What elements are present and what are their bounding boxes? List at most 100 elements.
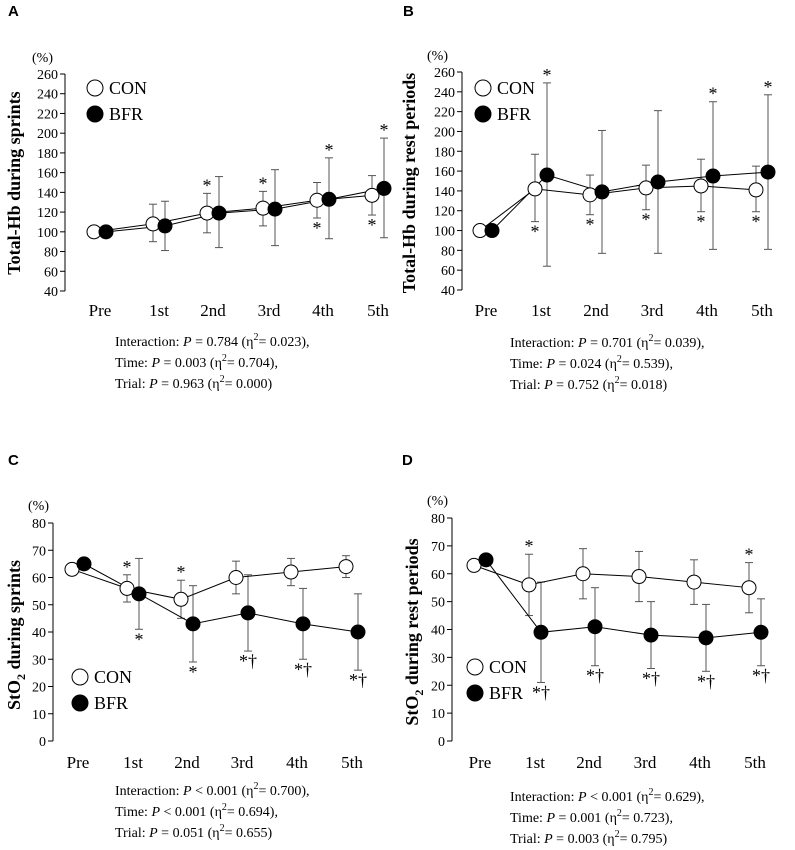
data-point-con <box>693 178 709 194</box>
x-tick-label-3rd: 3rd <box>258 301 281 320</box>
stats-superscript: 2 <box>220 374 225 385</box>
series-line-con <box>473 564 750 589</box>
data-point-con <box>748 182 764 198</box>
legend-label-con: CON <box>489 657 527 677</box>
y-tick-label: 140 <box>434 185 455 200</box>
stats-value: = 0.023), <box>258 335 309 350</box>
legend-label-bfr: BFR <box>497 104 531 124</box>
x-tick-label-5th: 5th <box>744 753 766 772</box>
y-tick-label: 70 <box>431 540 445 555</box>
legend-label-bfr: BFR <box>94 693 128 713</box>
stats-value: = 0.655) <box>225 826 273 841</box>
stats-line: Time: P < 0.001 (η2= 0.694), <box>115 802 278 820</box>
x-tick-label-pre: Pre <box>89 301 112 320</box>
data-point-bfr <box>478 552 494 568</box>
y-tick-label: 240 <box>434 86 455 101</box>
y-tick-label: 60 <box>44 265 58 280</box>
stats-superscript: 2 <box>253 781 258 792</box>
data-point-bfr <box>240 605 256 621</box>
stats-label: Trial: <box>510 378 544 393</box>
y-tick-label: 220 <box>434 106 455 121</box>
y-unit-label: (%) <box>28 499 49 514</box>
y-tick-label: 40 <box>441 284 455 299</box>
stats-label: Time: <box>510 357 546 372</box>
y-tick-label: 50 <box>431 596 445 611</box>
legend-marker-bfr <box>86 105 104 123</box>
y-unit-label: (%) <box>427 49 448 64</box>
stats-value: < 0.001 (η <box>160 805 222 820</box>
x-tick-label-4th: 4th <box>696 301 718 320</box>
x-tick-label-2nd: 2nd <box>200 301 226 320</box>
y-tick-label: 200 <box>434 125 455 140</box>
y-tick-label: 40 <box>32 626 46 641</box>
y-axis-title: StO2 during rest periods <box>402 538 426 725</box>
stats-label: Time: <box>510 811 546 826</box>
stats-p: P <box>182 784 192 799</box>
stats-value: = 0.039), <box>653 336 704 351</box>
stats-value: = 0.629), <box>653 790 704 805</box>
stats-p: P <box>543 378 553 393</box>
data-point-bfr <box>295 616 311 632</box>
significance-marker: *† <box>752 666 770 686</box>
significance-marker: * <box>203 175 212 195</box>
data-point-bfr <box>539 167 555 183</box>
stats-label: Trial: <box>510 832 544 847</box>
stats-label: Interaction: <box>115 784 183 799</box>
y-tick-label: 0 <box>438 735 445 750</box>
stats-label: Trial: <box>115 377 149 392</box>
x-tick-label-5th: 5th <box>367 301 389 320</box>
stats-superscript: 2 <box>617 354 622 365</box>
y-tick-label: 0 <box>39 735 46 750</box>
data-point-bfr <box>587 619 603 635</box>
significance-marker: * <box>325 140 334 160</box>
stats-value: = 0.018) <box>620 378 668 393</box>
stats-value: = 0.795) <box>620 832 668 847</box>
significance-marker: * <box>368 215 377 235</box>
stats-p: P <box>577 790 587 805</box>
significance-marker: * <box>313 218 322 238</box>
stats-superscript: 2 <box>222 353 227 364</box>
stats-value: < 0.001 (η <box>587 790 649 805</box>
stats-value: = 0.694), <box>227 805 278 820</box>
y-tick-label: 70 <box>32 544 46 559</box>
stats-value: = 0.024 (η <box>555 357 617 372</box>
data-point-bfr <box>350 624 366 640</box>
stats-label: Interaction: <box>510 336 578 351</box>
y-tick-label: 200 <box>37 127 58 142</box>
y-tick-label: 80 <box>44 246 58 261</box>
stats-value: < 0.001 (η <box>192 784 254 799</box>
legend-marker-bfr <box>474 105 492 123</box>
legend-marker-con <box>86 79 104 97</box>
stats-label: Interaction: <box>115 335 183 350</box>
y-tick-label: 10 <box>32 708 46 723</box>
x-tick-label-1st: 1st <box>531 301 551 320</box>
stats-line: Interaction: P = 0.784 (η2= 0.023), <box>115 332 310 350</box>
y-tick-label: 120 <box>37 206 58 221</box>
significance-marker: * <box>525 536 534 556</box>
y-tick-label: 260 <box>434 66 455 81</box>
significance-marker: *† <box>697 671 715 691</box>
x-tick-label-pre: Pre <box>475 301 498 320</box>
x-tick-label-4th: 4th <box>286 753 308 772</box>
data-point-bfr <box>157 218 173 234</box>
data-point-bfr <box>211 205 227 221</box>
y-axis-title-text: StO <box>4 680 24 710</box>
stats-p: P <box>150 805 160 820</box>
stats-superscript: 2 <box>648 787 653 798</box>
y-tick-label: 140 <box>37 186 58 201</box>
data-point-bfr <box>185 616 201 632</box>
stats-value: = 0.539), <box>622 357 673 372</box>
data-point-bfr <box>753 624 769 640</box>
significance-marker: *† <box>532 682 550 702</box>
panel-label: B <box>403 3 414 20</box>
stats-superscript: 2 <box>253 332 258 343</box>
y-tick-label: 60 <box>32 572 46 587</box>
x-tick-label-1st: 1st <box>123 753 143 772</box>
x-tick-label-2nd: 2nd <box>576 753 602 772</box>
y-tick-label: 180 <box>37 147 58 162</box>
stats-label: Trial: <box>115 826 149 841</box>
y-tick-label: 240 <box>37 88 58 103</box>
